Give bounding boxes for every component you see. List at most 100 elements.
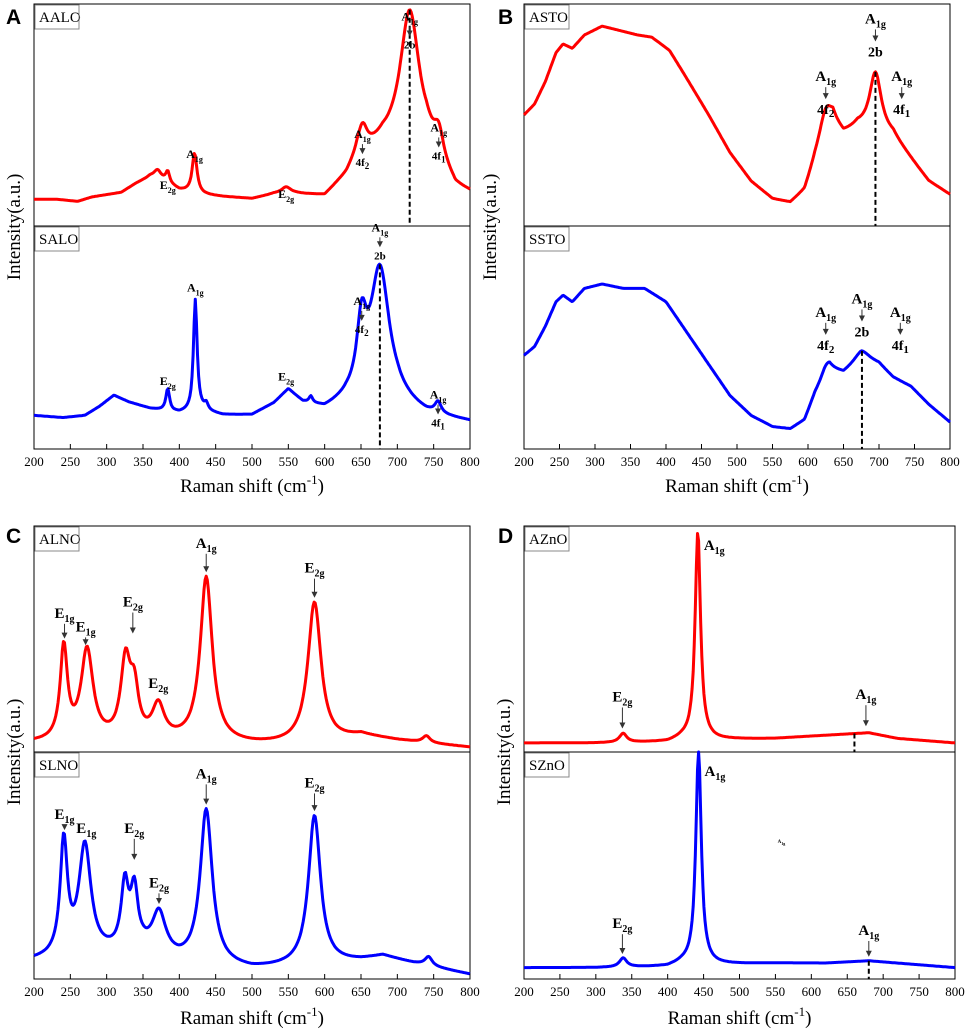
x-axis-title-unit: (cm [765,1008,795,1029]
peak-label-line2-main: 4f [356,157,366,169]
panel-letter: D [498,525,513,548]
peak-label-main: E [278,187,286,201]
peak-arrow-head [358,314,365,321]
peak-label-main: A [704,538,715,554]
peak-label: E2g [124,821,144,840]
x-tick-label: 800 [460,454,480,469]
peak-label-main: A [890,305,901,321]
peak-label-sub: 2g [134,829,144,840]
peak-label-main: A [353,294,362,308]
peak-label-line2: 2b [404,39,416,51]
peak-label: E1g [76,619,96,638]
x-tick-label: 400 [170,984,190,999]
peak-label-main: A [865,11,876,27]
peak-label: A1g [430,120,447,137]
x-tick-label: 600 [315,454,335,469]
peak-label-sub: 2g [168,186,176,195]
peak-label-sub: 1g [901,313,911,324]
peak-label: A1g [865,11,886,30]
peak-arrow-head [61,632,68,639]
peak-label-line2: 4f1 [892,339,909,356]
peak-label-sub: 2g [159,883,169,894]
x-tick-label: 500 [242,984,262,999]
sample-label: SALO [39,232,78,248]
peak-arrow-head [82,639,89,646]
peak-label: E2g [149,875,169,894]
peak-label-main: A [186,147,195,161]
peak-label-sub: 2g [286,195,294,204]
panel-letter: B [498,6,513,29]
y-axis-title: Intensity(a.u.) [494,699,515,806]
x-tick-label: 750 [909,984,929,999]
peak-label-line2: 4f2 [355,324,369,338]
peak-label-main: E [160,374,168,388]
peak-label-line2-main: 2b [868,45,883,60]
peak-label-line2-main: 4f [432,150,442,162]
peak-label: E1g [55,807,75,826]
peak-label-main: E [160,178,168,192]
peak-label-sub: 1g [826,77,836,88]
peak-label: A1g [186,147,203,164]
peak-label-sub: 2g [622,924,632,935]
peak-arrow-head [865,950,872,957]
peak-label-line2-sub: 2 [829,108,835,120]
y-axis-title: Intensity(a.u.) [4,174,25,281]
x-axis-title: Raman shift (cm-1) [668,1004,812,1029]
peak-label-sub: 1g [86,627,96,638]
x-tick-label: 750 [424,454,444,469]
peak-label-sub: 1g [362,302,370,311]
peak-label-main: E [55,807,65,823]
peak-label: A1g [430,388,447,405]
peak-label-line2-main: 4f [817,103,829,118]
stray-mark: A1g [778,840,786,846]
x-tick-label: 500 [242,454,262,469]
peak-label-sub: 2g [315,783,325,794]
spectrum-line [33,807,471,976]
peak-label: E2g [304,775,324,794]
peak-label: E2g [278,187,294,204]
peak-label-line2-main: 4f [817,339,829,354]
x-tick-label: 250 [550,984,570,999]
peak-label-sub: 2g [622,697,632,708]
x-axis-title-text: Raman shift [668,1008,765,1029]
peak-label-line2-main: 2b [374,250,386,262]
peak-label-sub: 1g [866,695,876,706]
x-tick-label: 750 [424,984,444,999]
sample-label: ALNO [39,532,81,548]
peak-label: A1g [196,766,217,785]
x-axis-title-unit: (cm [762,476,792,497]
sample-label-box [34,226,80,252]
spectrum-line [33,8,471,203]
peak-label-line2-sub: 1 [441,154,446,164]
sample-label-box [524,526,570,552]
x-tick-label: 300 [97,454,117,469]
peak-label-main: E [123,595,133,611]
peak-label: E2g [304,561,324,580]
x-axis-title-close: ) [803,476,809,497]
peak-label-sub: 1g [363,135,371,144]
sample-label-box [524,4,570,30]
peak-label-main: E [612,689,622,705]
x-tick-label: 400 [658,984,678,999]
peak-arrow-head [872,35,879,42]
peak-label: A1g [401,9,418,26]
x-tick-label: 300 [586,984,606,999]
x-tick-label: 600 [798,454,818,469]
x-axis-title-sup: -1 [307,472,318,487]
x-tick-label: 250 [61,984,81,999]
x-tick-label: 200 [24,454,44,469]
peak-label-line2-sub: 1 [903,344,909,356]
peak-label: E2g [278,370,294,387]
x-tick-label: 700 [388,984,408,999]
sample-label-box [34,526,80,552]
peak-label-main: A [891,69,902,85]
x-tick-label: 700 [388,454,408,469]
x-tick-label: 250 [550,454,570,469]
peak-label-sub: 1g [439,128,447,137]
spectrum-line [523,282,951,430]
peak-label: A1g [858,923,879,942]
peak-arrow-head [203,566,210,573]
